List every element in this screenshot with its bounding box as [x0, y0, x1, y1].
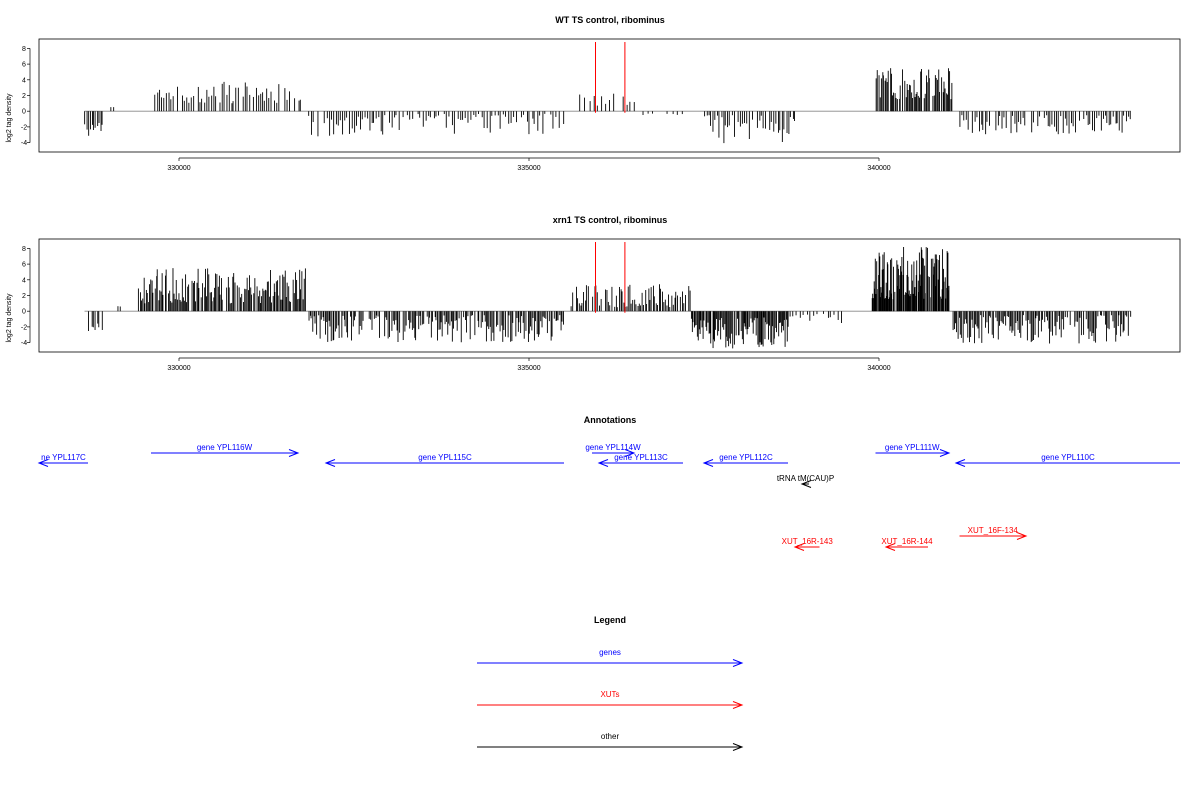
annotation-feature: gene YPL115C	[324, 453, 564, 467]
wt-y-axis: 8 6 4 2 0 -2 -4	[21, 46, 31, 147]
annotation-feature: XUT_16R-143	[782, 537, 834, 551]
arrow-head	[884, 543, 896, 551]
legend-item: XUTs	[477, 690, 744, 709]
arrow-head	[324, 459, 336, 467]
wt-marker-lines	[595, 42, 626, 113]
annotation-feature: gene YPL112C	[702, 453, 788, 467]
annotation-feature: XUT_16R-144	[881, 537, 933, 551]
xrn1-signal-bars	[84, 246, 1132, 349]
annotations-panel: Annotations ne YPL117C gene YPL116W gene Y…	[37, 415, 1180, 551]
arrow-head	[954, 459, 966, 467]
legend-arrow-head	[732, 701, 744, 709]
annotation-features: ne YPL117C gene YPL116W gene YPL115C gene Y…	[37, 443, 1180, 551]
legend-arrow-head	[732, 743, 744, 751]
x-tick-label: 340000	[867, 165, 890, 172]
wt-x-axis: 330000 335000 340000	[167, 157, 891, 172]
feature-label: gene YPL116W	[197, 443, 253, 452]
y-tick-label: 8	[22, 46, 26, 53]
wt-panel-title: WT TS control, ribominus	[555, 15, 665, 25]
arrow-head	[624, 449, 636, 457]
feature-label: gene YPL115C	[418, 453, 472, 462]
legend-items: genes XUTs other	[477, 648, 744, 751]
y-tick-label: 4	[22, 277, 26, 284]
annotation-feature: ne YPL117C	[37, 453, 88, 467]
feature-label: gene YPL110C	[1041, 453, 1095, 462]
legend-item: other	[477, 732, 744, 751]
legend-title: Legend	[594, 615, 626, 625]
wt-panel: WT TS control, ribominus log2 tag densit…	[6, 15, 1181, 172]
y-tick-label: -4	[21, 340, 27, 347]
feature-label: gene YPL111W	[885, 443, 940, 452]
feature-label: tRNA tM(CAU)P	[777, 474, 834, 483]
xrn1-x-axis: 330000 335000 340000	[167, 357, 891, 372]
y-tick-label: -2	[21, 324, 27, 331]
legend-item: genes	[477, 648, 744, 667]
feature-label: XUT_16R-143	[782, 537, 834, 546]
annotation-feature: gene YPL116W	[151, 443, 300, 457]
annotation-feature: tRNA tM(CAU)P	[777, 474, 834, 488]
arrow-head	[288, 449, 300, 457]
y-tick-label: 2	[22, 93, 26, 100]
arrow-head	[793, 543, 805, 551]
y-tick-label: 4	[22, 77, 26, 84]
x-tick-label: 330000	[167, 165, 190, 172]
annotation-feature: gene YPL114W	[585, 443, 641, 457]
annotation-feature: gene YPL113C	[597, 453, 683, 467]
feature-label: gene YPL112C	[719, 453, 773, 462]
xrn1-plot-frame	[38, 238, 1181, 353]
x-tick-label: 340000	[867, 365, 890, 372]
x-tick-label: 330000	[167, 365, 190, 372]
x-tick-label: 335000	[517, 365, 540, 372]
legend-label: other	[601, 732, 620, 741]
legend-label: XUTs	[600, 690, 619, 699]
arrow-head	[37, 459, 49, 467]
wt-signal-bars	[84, 68, 1131, 144]
xrn1-panel-title: xrn1 TS control, ribominus	[553, 215, 668, 225]
y-tick-label: -4	[21, 140, 27, 147]
xrn1-y-axis-label: log2 tag density	[6, 293, 13, 343]
annotation-feature: gene YPL110C	[954, 453, 1180, 467]
arrow-head	[800, 480, 812, 488]
feature-label: XUT_16R-144	[881, 537, 933, 546]
y-tick-label: 0	[22, 109, 26, 116]
legend-label: genes	[599, 648, 621, 657]
arrow-head	[597, 459, 609, 467]
arrow-head	[939, 449, 951, 457]
annotation-feature: gene YPL111W	[875, 443, 951, 457]
annotation-feature: XUT_16F-134	[959, 526, 1028, 540]
feature-label: gene YPL113C	[614, 453, 668, 462]
wt-y-axis-label: log2 tag density	[6, 93, 13, 143]
y-tick-label: 2	[22, 293, 26, 300]
feature-label: XUT_16F-134	[968, 526, 1019, 535]
wt-plot-frame	[38, 38, 1181, 153]
legend-panel: Legend genes XUTs other	[477, 615, 744, 751]
arrow-head	[1016, 532, 1028, 540]
xrn1-marker-lines	[595, 242, 626, 313]
x-tick-label: 335000	[517, 165, 540, 172]
y-tick-label: 8	[22, 246, 26, 253]
y-tick-label: 6	[22, 62, 26, 69]
legend-arrow-head	[732, 659, 744, 667]
y-tick-label: 6	[22, 262, 26, 269]
feature-label: ne YPL117C	[41, 453, 86, 462]
arrow-head	[702, 459, 714, 467]
y-tick-label: -2	[21, 124, 27, 131]
xrn1-panel: xrn1 TS control, ribominus log2 tag dens…	[6, 215, 1181, 372]
y-tick-label: 0	[22, 309, 26, 316]
xrn1-y-axis: 8 6 4 2 0 -2 -4	[21, 246, 31, 347]
feature-label: gene YPL114W	[585, 443, 641, 452]
annotations-title: Annotations	[584, 415, 637, 425]
